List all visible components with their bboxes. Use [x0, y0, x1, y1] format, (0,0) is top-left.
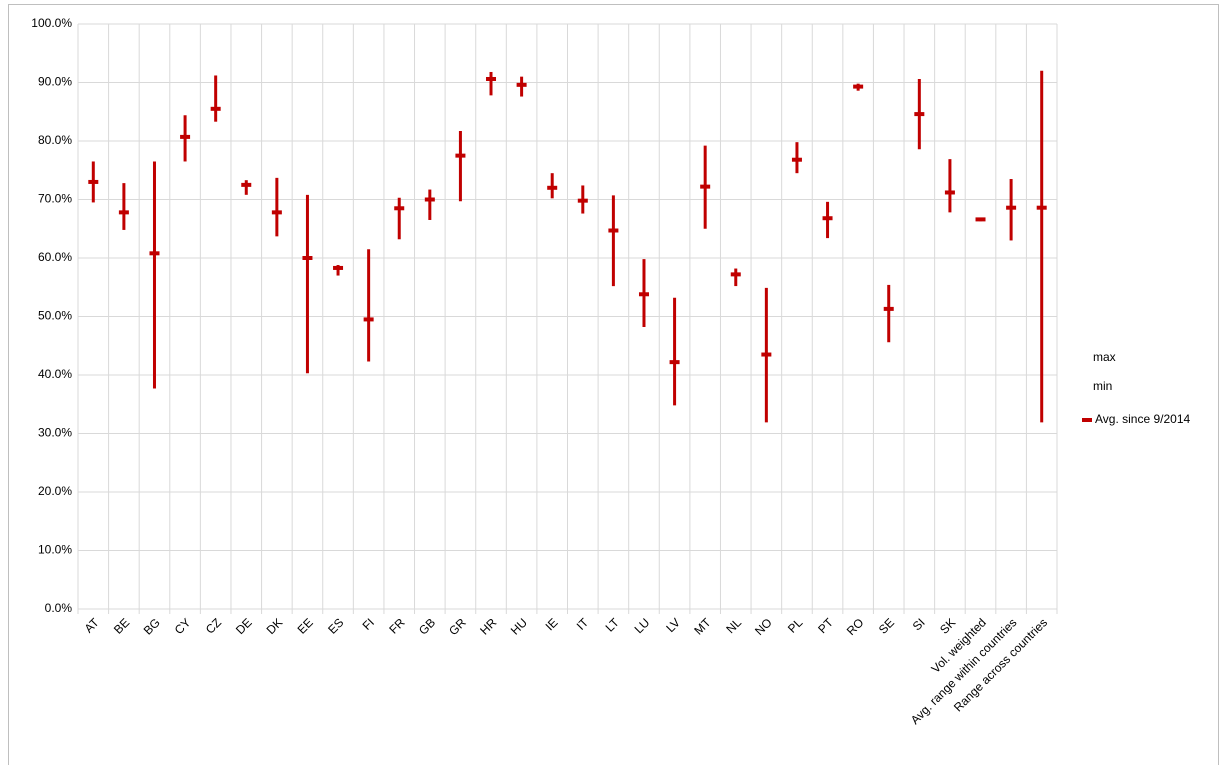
avg-mark — [700, 184, 711, 189]
y-tick-label: 40.0% — [38, 367, 72, 381]
avg-mark — [608, 228, 619, 233]
avg-mark — [516, 82, 527, 87]
avg-mark — [1006, 205, 1017, 210]
avg-mark — [914, 112, 925, 117]
avg-mark — [302, 256, 313, 260]
avg-mark — [118, 210, 129, 215]
y-tick-label: 80.0% — [38, 133, 72, 147]
avg-mark — [761, 352, 772, 357]
avg-mark — [149, 251, 160, 256]
avg-mark — [944, 190, 955, 195]
avg-mark — [883, 306, 894, 311]
avg-mark — [638, 292, 649, 297]
avg-mark — [333, 265, 344, 270]
avg-mark — [486, 76, 497, 81]
y-tick-label: 30.0% — [38, 426, 72, 440]
legend-label: min — [1093, 379, 1112, 393]
avg-mark — [975, 217, 986, 222]
y-tick-label: 70.0% — [38, 192, 72, 206]
avg-mark — [363, 317, 374, 322]
avg-mark — [241, 182, 252, 187]
avg-mark — [394, 206, 405, 211]
y-tick-label: 20.0% — [38, 484, 72, 498]
y-tick-label: 100.0% — [31, 16, 72, 30]
chart-frame — [8, 4, 1219, 765]
avg-mark — [1036, 205, 1047, 210]
avg-mark — [88, 179, 99, 184]
y-tick-label: 50.0% — [38, 309, 72, 323]
avg-mark — [853, 84, 864, 89]
avg-mark — [791, 157, 802, 162]
legend-swatch — [1082, 418, 1092, 422]
y-tick-label: 60.0% — [38, 250, 72, 264]
avg-mark — [822, 216, 833, 221]
y-tick-label: 0.0% — [45, 601, 73, 615]
avg-mark — [730, 272, 741, 277]
avg-mark — [424, 197, 435, 202]
legend-label: max — [1093, 350, 1116, 364]
avg-mark — [577, 198, 588, 203]
avg-mark — [271, 210, 282, 215]
avg-mark — [210, 106, 221, 111]
legend-label: Avg. since 9/2014 — [1095, 412, 1191, 426]
avg-mark — [180, 134, 191, 139]
avg-mark — [547, 185, 558, 190]
y-tick-label: 10.0% — [38, 543, 72, 557]
avg-mark — [455, 153, 466, 158]
y-tick-label: 90.0% — [38, 75, 72, 89]
avg-mark — [669, 360, 680, 365]
